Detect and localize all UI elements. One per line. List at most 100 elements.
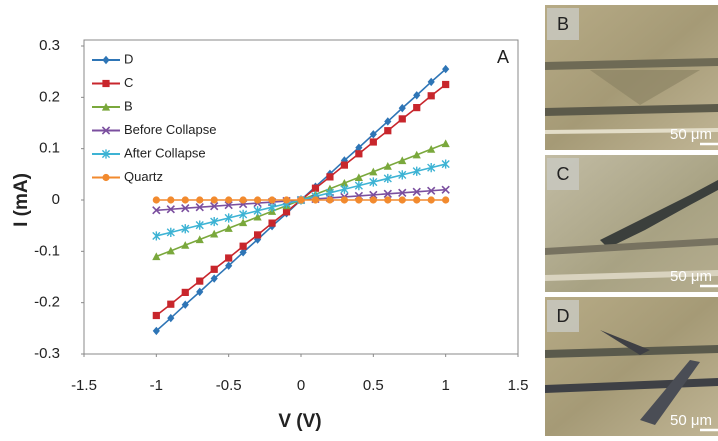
marker <box>354 173 363 182</box>
y-tick-label: 0.3 <box>39 37 60 54</box>
marker <box>210 196 218 204</box>
marker <box>325 188 335 198</box>
legend-label: After Collapse <box>124 145 206 160</box>
marker <box>340 161 348 169</box>
y-tick-label: 0 <box>52 191 60 208</box>
marker <box>369 177 378 187</box>
legend-label: C <box>124 75 133 90</box>
marker <box>225 196 233 204</box>
marker <box>239 218 248 227</box>
marker <box>102 173 110 182</box>
marker <box>413 104 421 112</box>
panel-label-box <box>547 8 579 40</box>
marker <box>181 288 189 296</box>
x-tick-label: -1 <box>150 377 163 394</box>
marker <box>167 300 175 308</box>
marker <box>239 196 247 204</box>
marker <box>384 127 392 135</box>
marker <box>181 300 189 309</box>
micrograph-b <box>545 5 718 150</box>
marker <box>340 184 349 194</box>
marker <box>196 196 204 204</box>
marker <box>166 227 175 237</box>
marker <box>441 159 450 169</box>
marker <box>383 162 392 170</box>
marker <box>369 130 377 139</box>
marker <box>224 200 233 210</box>
marker <box>413 91 421 100</box>
marker <box>210 229 219 238</box>
marker <box>442 196 450 204</box>
marker <box>239 248 247 257</box>
marker <box>210 274 218 283</box>
marker <box>195 203 204 212</box>
marker <box>181 196 189 204</box>
legend-label: Before Collapse <box>124 122 217 137</box>
marker <box>369 190 378 200</box>
marker <box>152 231 161 241</box>
scale-group: 50 μm <box>670 126 718 146</box>
marker <box>239 209 248 219</box>
marker <box>181 204 190 213</box>
y-tick-label: 0.2 <box>39 88 60 105</box>
marker <box>427 163 436 173</box>
micrograph-d <box>545 297 718 436</box>
scale-group: 50 μm <box>670 412 718 432</box>
marker <box>224 213 233 223</box>
panel-label-box <box>547 300 579 332</box>
marker <box>398 170 407 180</box>
marker <box>224 224 233 232</box>
marker <box>268 196 276 204</box>
marker <box>253 206 262 216</box>
marker <box>210 216 219 227</box>
marker <box>282 196 291 204</box>
marker <box>101 102 111 111</box>
y-tick-label: -0.1 <box>34 242 60 259</box>
marker <box>196 277 204 285</box>
marker <box>268 219 276 227</box>
marker <box>152 311 160 320</box>
marker <box>340 178 349 187</box>
marker <box>398 103 406 113</box>
marker <box>225 261 233 270</box>
marker <box>427 77 435 87</box>
marker <box>398 188 407 197</box>
panel-label: C <box>557 164 570 184</box>
marker <box>101 126 111 135</box>
marker <box>326 196 334 204</box>
marker <box>442 80 450 89</box>
marker <box>254 231 262 239</box>
marker <box>167 313 175 323</box>
marker <box>152 196 160 204</box>
marker <box>398 115 406 123</box>
marker <box>412 150 421 159</box>
x-tick-label: -0.5 <box>216 377 242 394</box>
marker <box>311 184 320 192</box>
x-tick-label: 0 <box>297 377 305 394</box>
marker <box>210 201 219 211</box>
marker <box>442 64 450 74</box>
marker <box>354 181 363 191</box>
marker <box>369 167 378 176</box>
marker <box>384 117 392 126</box>
x-tick-label: 0.5 <box>363 377 384 394</box>
panel-label: A <box>497 47 509 67</box>
marker <box>398 196 406 204</box>
marker <box>267 202 277 212</box>
marker <box>102 79 110 88</box>
marker <box>383 189 392 199</box>
micrograph-c <box>545 155 718 292</box>
legend-label: B <box>124 98 133 113</box>
marker <box>225 254 233 262</box>
legend-label: Quartz <box>124 169 163 184</box>
marker <box>427 145 436 153</box>
y-tick-label: -0.2 <box>34 294 60 311</box>
marker <box>210 265 218 273</box>
marker <box>254 196 262 204</box>
marker <box>427 186 436 195</box>
legend-label: D <box>124 51 133 66</box>
y-tick-label: -0.3 <box>34 345 60 362</box>
marker <box>102 55 110 65</box>
marker <box>166 246 175 255</box>
